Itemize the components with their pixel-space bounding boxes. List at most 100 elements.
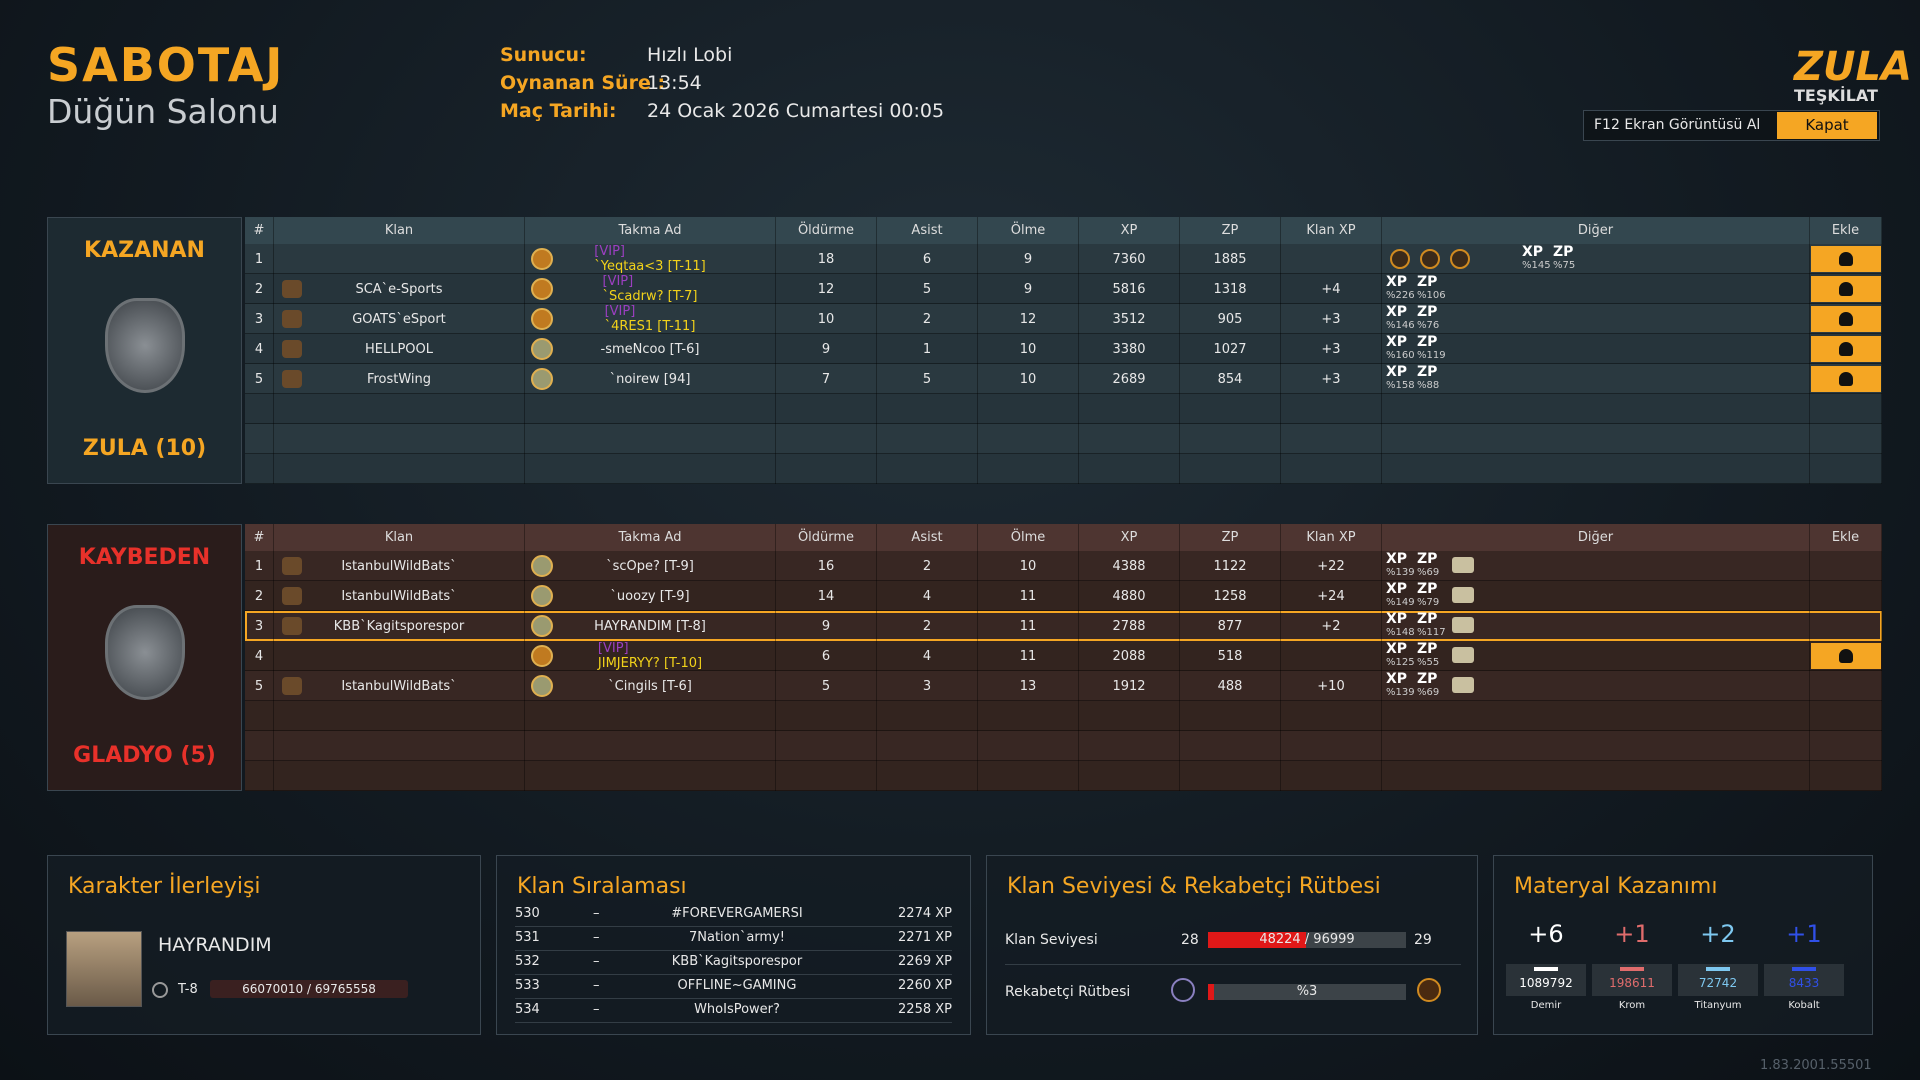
player-rank: T-8 xyxy=(178,982,198,997)
material-gain: +6 xyxy=(1528,920,1564,948)
column-header: Klan xyxy=(274,217,525,244)
xp: 3380 xyxy=(1079,334,1180,364)
material-name: Krom xyxy=(1618,1000,1646,1011)
ranking-xp: 2258 XP xyxy=(898,1002,952,1017)
table-row xyxy=(245,334,1882,364)
other: XP %125 ZP %55 xyxy=(1382,641,1810,671)
empty-cell xyxy=(525,454,776,484)
level-label: Klan Seviyesi xyxy=(1005,932,1098,948)
bonus-value: %117 xyxy=(1417,627,1446,638)
add-cell xyxy=(1810,671,1882,701)
clan-xp: +3 xyxy=(1281,304,1382,334)
column-header: Asist xyxy=(877,524,978,551)
rank-bar: %3 xyxy=(1208,984,1406,1000)
empty-cell xyxy=(1810,701,1882,731)
column-header: ZP xyxy=(1180,524,1281,551)
add-cell xyxy=(1810,244,1882,274)
table-row xyxy=(245,761,1882,791)
empty-cell xyxy=(1281,761,1382,791)
assists: 5 xyxy=(877,364,978,394)
other: XP %139 ZP %69 xyxy=(1382,551,1810,581)
kills: 6 xyxy=(776,641,877,671)
clan-icon xyxy=(282,340,302,358)
rank: 3 xyxy=(245,611,274,641)
add-friend-button[interactable] xyxy=(1811,306,1881,332)
table-row xyxy=(245,274,1882,304)
ranking-line xyxy=(515,950,952,951)
empty-cell xyxy=(1180,454,1281,484)
material-total: 198611 xyxy=(1609,976,1655,990)
deaths: 11 xyxy=(978,611,1079,641)
bonus-value: %79 xyxy=(1417,597,1440,608)
bonus-label: ZP xyxy=(1417,334,1438,350)
nick: HAYRANDIM [T-8] xyxy=(525,611,776,641)
other: XP %149 ZP %79 xyxy=(1382,581,1810,611)
kills: 7 xyxy=(776,364,877,394)
bonus-label: ZP xyxy=(1417,581,1438,597)
add-cell xyxy=(1810,364,1882,394)
bonus-label: ZP xyxy=(1417,364,1438,380)
bonus-label: XP xyxy=(1386,641,1408,657)
rank: 3 xyxy=(245,304,274,334)
empty-cell xyxy=(877,761,978,791)
bonus-label: XP xyxy=(1386,274,1408,290)
ranking-xp: 2260 XP xyxy=(898,978,952,993)
bonus-value: %69 xyxy=(1417,567,1440,578)
assists: 2 xyxy=(877,304,978,334)
clan-icon xyxy=(282,557,302,575)
empty-cell xyxy=(245,454,274,484)
close-button[interactable]: Kapat xyxy=(1777,112,1877,139)
add-friend-button[interactable] xyxy=(1811,276,1881,302)
version: 1.83.2001.55501 xyxy=(1760,1058,1872,1073)
level-text: 48224 / 96999 xyxy=(1259,932,1355,947)
material-swatch xyxy=(1792,967,1816,971)
empty-cell xyxy=(245,731,274,761)
table-row xyxy=(245,244,1882,274)
rank-fill xyxy=(1208,984,1214,1000)
material-box: 1089792 xyxy=(1506,964,1586,996)
empty-cell xyxy=(978,454,1079,484)
material-name: Demir xyxy=(1530,1000,1562,1011)
map-name: Düğün Salonu xyxy=(47,92,279,131)
material-box: 72742 xyxy=(1678,964,1758,996)
clan: IstanbulWildBats` xyxy=(274,671,525,701)
empty-cell xyxy=(877,454,978,484)
add-cell xyxy=(1810,581,1882,611)
team-box: KAYBEDEN GLADYO (5) xyxy=(47,524,242,791)
vip-tag: [VIP] xyxy=(604,304,636,319)
empty-cell xyxy=(274,761,525,791)
nick: [VIP] JIMJERYY? [T-10] xyxy=(525,641,776,671)
clan: GOATS`eSport xyxy=(274,304,525,334)
empty-cell xyxy=(1079,454,1180,484)
clan-icon xyxy=(282,617,302,635)
team-name: GLADYO (5) xyxy=(73,743,216,768)
bonus-value: %88 xyxy=(1417,380,1440,391)
empty-cell xyxy=(1079,731,1180,761)
level-fill xyxy=(1208,932,1307,948)
rank-badge xyxy=(152,982,168,998)
deaths: 10 xyxy=(978,334,1079,364)
bonus-label: ZP xyxy=(1553,244,1574,260)
empty-cell xyxy=(978,731,1079,761)
bonus-label: XP xyxy=(1386,334,1408,350)
deaths: 11 xyxy=(978,641,1079,671)
add-cell xyxy=(1810,551,1882,581)
nick-name: JIMJERYY? [T-10] xyxy=(597,656,703,671)
team-emblem xyxy=(105,298,185,393)
nick-name: `Yeqtaa<3 [T-11] xyxy=(594,259,706,274)
rank-icon xyxy=(531,555,553,577)
rank-icon xyxy=(531,645,553,667)
bonus-label: XP xyxy=(1386,364,1408,380)
other: XP %158 ZP %88 xyxy=(1382,364,1810,394)
add-friend-button[interactable] xyxy=(1811,643,1881,669)
empty-cell xyxy=(274,394,525,424)
bonus-value: %226 xyxy=(1386,290,1415,301)
column-header: # xyxy=(245,217,274,244)
empty-cell xyxy=(1079,394,1180,424)
add-friend-button[interactable] xyxy=(1811,366,1881,392)
bonus-value: %145 xyxy=(1522,260,1551,271)
add-friend-button[interactable] xyxy=(1811,246,1881,272)
add-friend-button[interactable] xyxy=(1811,336,1881,362)
deaths: 10 xyxy=(978,551,1079,581)
nick-name: `4RES1 [T-11] xyxy=(604,319,696,334)
